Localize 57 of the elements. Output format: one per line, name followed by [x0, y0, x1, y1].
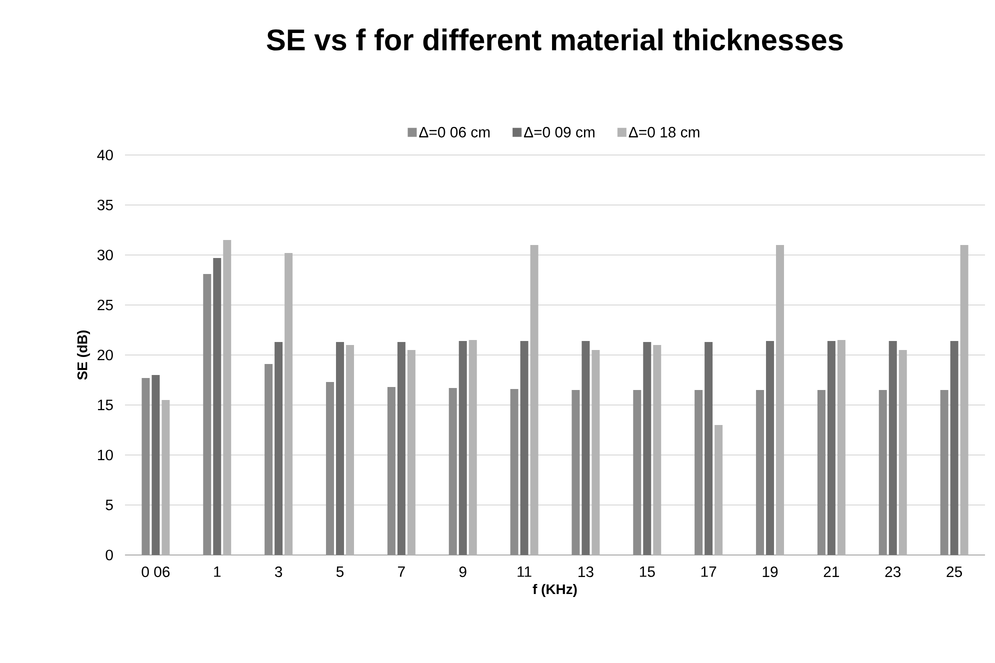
x-tick-label: 11 — [518, 566, 532, 577]
x-tick-label: 3 — [274, 566, 282, 578]
bar — [756, 390, 764, 555]
x-tick-label: 1 — [214, 566, 221, 577]
x-tick-label: 7 — [398, 566, 405, 577]
bar — [387, 387, 396, 555]
bar — [572, 390, 580, 555]
y-axis-title: SE (dB) — [77, 330, 90, 380]
bar — [817, 390, 826, 555]
bar — [407, 350, 416, 555]
bar — [326, 382, 334, 555]
bar — [776, 245, 784, 555]
legend-label: Δ=0 06 cm — [419, 126, 490, 138]
bar — [530, 245, 538, 555]
bar — [837, 340, 846, 555]
legend-label: Δ=0 09 cm — [524, 126, 594, 138]
bar — [653, 345, 662, 555]
y-tick-label: 25 — [98, 300, 113, 310]
bar — [142, 378, 150, 555]
chart-title: SE vs f for different material thicknesses — [266, 28, 843, 51]
x-axis-title: f (KHz) — [532, 584, 577, 597]
x-tick-label: 13 — [578, 566, 594, 578]
bar — [162, 400, 170, 555]
bar — [714, 425, 723, 555]
bar — [694, 390, 703, 555]
x-tick-label: 9 — [459, 566, 466, 578]
y-tick-label: 10 — [98, 450, 113, 460]
bar — [346, 345, 354, 555]
x-tick-label: 17 — [701, 566, 716, 577]
x-tick-label: 23 — [885, 566, 901, 578]
y-tick-label: 0 — [106, 550, 113, 560]
bar — [898, 350, 907, 555]
y-tick-label: 15 — [98, 400, 113, 410]
y-tick-label: 40 — [97, 150, 113, 160]
bar — [448, 388, 457, 555]
x-tick-label: 15 — [640, 566, 655, 577]
bar — [940, 390, 948, 555]
bar — [203, 274, 212, 555]
bar — [284, 253, 293, 555]
x-tick-label: 0 06 — [142, 566, 170, 578]
y-tick-label: 30 — [97, 250, 113, 260]
bar — [592, 350, 600, 555]
x-tick-label: 19 — [762, 566, 778, 578]
bar — [223, 240, 232, 555]
x-tick-label: 25 — [946, 566, 962, 578]
x-tick-label: 5 — [336, 566, 344, 577]
bar — [264, 364, 273, 555]
y-tick-label: 20 — [98, 350, 113, 360]
y-tick-label: 35 — [97, 200, 113, 210]
bar — [633, 390, 642, 555]
x-tick-label: 21 — [824, 566, 840, 577]
bar — [510, 389, 518, 555]
bar — [960, 245, 968, 555]
legend-label: Δ=0 18 cm — [628, 126, 700, 138]
bar — [878, 390, 887, 555]
y-tick-label: 5 — [106, 500, 113, 510]
bar — [468, 340, 477, 555]
